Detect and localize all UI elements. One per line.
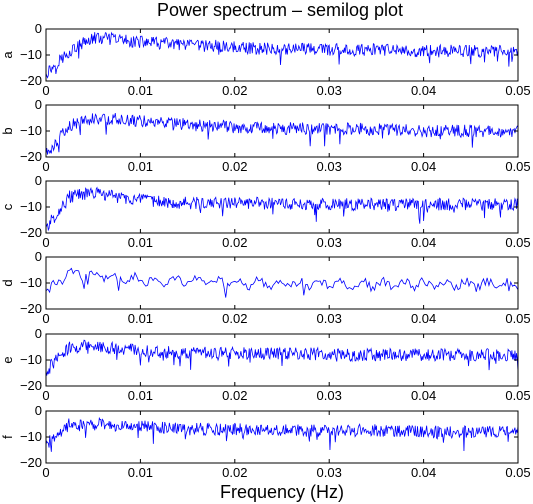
x-tick-label-e-2: 0.02 bbox=[222, 388, 247, 403]
spectrum-line-a bbox=[45, 31, 519, 79]
x-tick-label-d-2: 0.02 bbox=[222, 311, 247, 326]
y-tick-label-a-2: 0 bbox=[35, 21, 42, 36]
y-tick-label-e-2: 0 bbox=[35, 326, 42, 341]
x-tick-label-f-2: 0.02 bbox=[222, 465, 247, 480]
y-tick-label-e-1: −10 bbox=[20, 352, 42, 367]
x-tick-label-c-5: 0.05 bbox=[505, 235, 530, 250]
x-tick-label-a-1: 0.01 bbox=[128, 83, 153, 98]
subplot-f: 0 0.01 0.02 0.03 0.04 0.05 −20 −10 0 f bbox=[0, 403, 531, 480]
x-tick-label-f-4: 0.04 bbox=[411, 465, 436, 480]
x-tick-label-d-1: 0.01 bbox=[128, 311, 153, 326]
axes-box-a bbox=[45, 28, 519, 82]
x-tick-label-a-3: 0.03 bbox=[317, 83, 342, 98]
x-tick-label-c-1: 0.01 bbox=[128, 235, 153, 250]
subplot-d: 0 0.01 0.02 0.03 0.04 0.05 −20 −10 0 d bbox=[0, 249, 531, 326]
x-tick-label-b-2: 0.02 bbox=[222, 159, 247, 174]
x-tick-label-f-5: 0.05 bbox=[505, 465, 530, 480]
spectrum-line-d bbox=[45, 267, 519, 298]
x-tick-label-f-3: 0.03 bbox=[317, 465, 342, 480]
x-tick-label-c-4: 0.04 bbox=[411, 235, 436, 250]
y-axis-label-f: f bbox=[0, 435, 15, 439]
x-tick-label-a-5: 0.05 bbox=[505, 83, 530, 98]
y-tick-label-e-0: −20 bbox=[20, 378, 42, 393]
axes-box-f bbox=[45, 410, 519, 464]
x-tick-label-e-3: 0.03 bbox=[317, 388, 342, 403]
x-tick-label-d-0: 0 bbox=[42, 311, 49, 326]
y-axis-label-b: b bbox=[0, 127, 15, 134]
y-tick-label-f-0: −20 bbox=[20, 455, 42, 470]
x-axis-label: Frequency (Hz) bbox=[220, 482, 344, 502]
x-tick-label-e-5: 0.05 bbox=[505, 388, 530, 403]
subplot-c: 0 0.01 0.02 0.03 0.04 0.05 −20 −10 0 c bbox=[0, 173, 531, 250]
y-tick-label-d-0: −20 bbox=[20, 301, 42, 316]
subplot-a: 0 0.01 0.02 0.03 0.04 0.05 −20 −10 0 a bbox=[0, 21, 531, 98]
x-tick-label-e-0: 0 bbox=[42, 388, 49, 403]
x-tick-label-d-4: 0.04 bbox=[411, 311, 436, 326]
y-axis-label-d: d bbox=[0, 279, 15, 286]
x-tick-label-b-1: 0.01 bbox=[128, 159, 153, 174]
spectrum-line-c bbox=[45, 186, 519, 232]
y-tick-label-f-1: −10 bbox=[20, 429, 42, 444]
y-tick-label-f-2: 0 bbox=[35, 403, 42, 418]
y-tick-label-b-1: −10 bbox=[20, 123, 42, 138]
y-axis-label-e: e bbox=[0, 356, 15, 363]
y-tick-label-b-2: 0 bbox=[35, 97, 42, 112]
x-tick-label-a-4: 0.04 bbox=[411, 83, 436, 98]
y-axis-label-c: c bbox=[0, 203, 15, 210]
y-axis-label-a: a bbox=[0, 51, 15, 59]
x-tick-label-c-3: 0.03 bbox=[317, 235, 342, 250]
spectrum-line-e bbox=[45, 339, 519, 376]
y-tick-label-d-2: 0 bbox=[35, 249, 42, 264]
y-tick-label-c-0: −20 bbox=[20, 225, 42, 240]
x-tick-label-c-2: 0.02 bbox=[222, 235, 247, 250]
y-tick-label-d-1: −10 bbox=[20, 275, 42, 290]
x-tick-label-d-3: 0.03 bbox=[317, 311, 342, 326]
x-tick-label-d-5: 0.05 bbox=[505, 311, 530, 326]
x-tick-label-b-5: 0.05 bbox=[505, 159, 530, 174]
subplot-b: 0 0.01 0.02 0.03 0.04 0.05 −20 −10 0 b bbox=[0, 97, 531, 174]
y-tick-label-c-1: −10 bbox=[20, 199, 42, 214]
y-tick-label-a-1: −10 bbox=[20, 47, 42, 62]
x-tick-label-e-4: 0.04 bbox=[411, 388, 436, 403]
x-tick-label-f-1: 0.01 bbox=[128, 465, 153, 480]
x-tick-label-f-0: 0 bbox=[42, 465, 49, 480]
subplot-stack: 0 0.01 0.02 0.03 0.04 0.05 −20 −10 0 a 0 0.01 0.02 0.… bbox=[0, 21, 531, 480]
x-tick-label-b-0: 0 bbox=[42, 159, 49, 174]
x-tick-label-c-0: 0 bbox=[42, 235, 49, 250]
x-tick-label-b-4: 0.04 bbox=[411, 159, 436, 174]
x-tick-label-b-3: 0.03 bbox=[317, 159, 342, 174]
y-tick-label-c-2: 0 bbox=[35, 173, 42, 188]
spectrum-line-b bbox=[45, 113, 519, 155]
subplot-e: 0 0.01 0.02 0.03 0.04 0.05 −20 −10 0 e bbox=[0, 326, 531, 403]
x-tick-label-a-2: 0.02 bbox=[222, 83, 247, 98]
chart-title: Power spectrum – semilog plot bbox=[157, 0, 403, 20]
y-tick-label-b-0: −20 bbox=[20, 149, 42, 164]
spectrum-line-f bbox=[45, 416, 519, 452]
x-tick-label-a-0: 0 bbox=[42, 83, 49, 98]
y-tick-label-a-0: −20 bbox=[20, 73, 42, 88]
x-tick-label-e-1: 0.01 bbox=[128, 388, 153, 403]
